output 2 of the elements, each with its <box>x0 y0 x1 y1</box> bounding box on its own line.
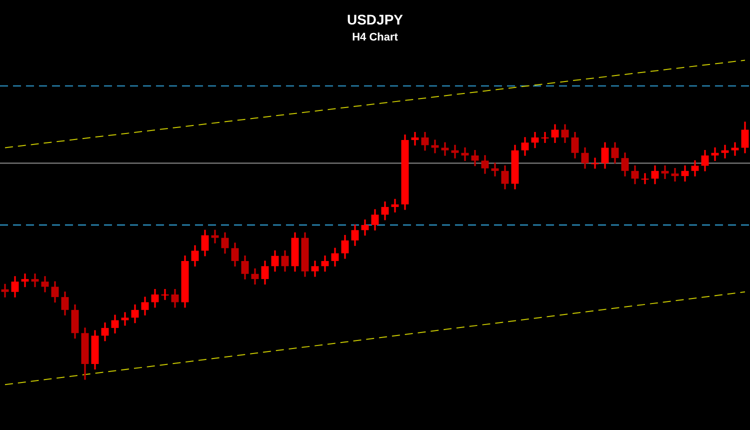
chart-subtitle: H4 Chart <box>352 31 398 44</box>
chart-title: USDJPY <box>346 11 404 28</box>
